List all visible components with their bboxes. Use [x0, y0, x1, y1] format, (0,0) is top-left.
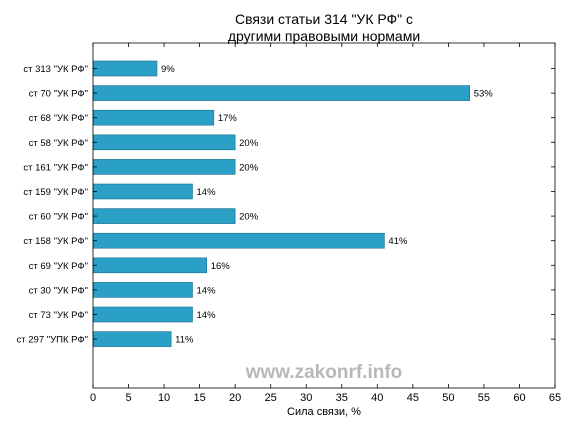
x-tick-label: 60 [513, 392, 525, 404]
bar-value-label: 20% [239, 138, 259, 149]
bar-value-label: 14% [197, 187, 217, 198]
y-tick-label: ст 313 "УК РФ" [23, 64, 88, 75]
x-tick-label: 65 [549, 392, 561, 404]
y-tick-label: ст 68 "УК РФ" [29, 113, 88, 124]
bar [92, 85, 471, 101]
bar [92, 183, 193, 200]
bar-value-label: 11% [175, 335, 194, 346]
bar-value-label: 16% [211, 261, 231, 272]
bar [92, 306, 193, 323]
y-tick-label: ст 297 "УПК РФ" [17, 335, 88, 346]
bar [92, 331, 172, 347]
bar-value-label: 14% [197, 310, 217, 321]
x-ticks: 0 5 10 15 20 25 30 35 40 45 50 55 60 65 [90, 43, 561, 404]
x-tick-label: 30 [300, 392, 312, 404]
plot-frame [92, 42, 556, 389]
x-tick-label: 55 [478, 392, 490, 404]
x-tick-label: 15 [193, 392, 205, 404]
bar-value-label: 14% [197, 285, 217, 296]
chart-title-line-1: Связи статьи 314 "УК РФ" с [235, 11, 413, 27]
bars-group: 9% 53% 17% 20% 20% 14% 20% 41% 16% 14% 14% 11% [92, 60, 494, 347]
x-tick-label: 40 [371, 392, 383, 404]
bar-value-label: 20% [239, 162, 259, 173]
bar [92, 282, 193, 298]
x-tick-label: 50 [442, 392, 454, 404]
y-tick-label: ст 161 "УК РФ" [23, 162, 88, 173]
chart-title-line-2: другими правовыми нормами [228, 28, 420, 44]
y-tick-label: ст 158 "УК РФ" [23, 236, 88, 247]
x-tick-label: 25 [265, 392, 277, 404]
bar-value-label: 9% [161, 64, 175, 75]
x-tick-label: 10 [158, 392, 170, 404]
y-tick-label: ст 73 "УК РФ" [29, 310, 88, 321]
x-tick-label: 5 [125, 392, 131, 404]
bar [92, 257, 208, 274]
bar [92, 109, 215, 126]
x-tick-label: 20 [229, 392, 241, 404]
y-tick-label: ст 60 "УК РФ" [29, 212, 88, 223]
y-ticks: ст 313 "УК РФ" ст 70 "УК РФ" ст 68 "УК РФ"… [17, 64, 555, 346]
bar [92, 159, 236, 175]
bar [92, 60, 158, 77]
x-tick-label: 0 [90, 392, 96, 404]
y-tick-label: ст 159 "УК РФ" [23, 187, 88, 198]
bar-value-label: 20% [239, 212, 259, 223]
y-tick-label: ст 69 "УК РФ" [29, 261, 88, 272]
bar-value-label: 17% [218, 113, 238, 124]
bar [92, 232, 385, 249]
bar [92, 208, 236, 224]
y-tick-label: ст 58 "УК РФ" [29, 138, 88, 149]
bar [92, 134, 236, 151]
bar-value-label: 41% [388, 236, 408, 247]
y-tick-label: ст 30 "УК РФ" [29, 285, 88, 296]
x-tick-label: 35 [336, 392, 348, 404]
x-tick-label: 45 [407, 392, 419, 404]
bar-value-label: 53% [474, 89, 494, 100]
y-tick-label: ст 70 "УК РФ" [29, 89, 88, 100]
x-axis-label: Сила связи, % [287, 406, 361, 418]
watermark-text: www.zakonrf.info [245, 362, 403, 383]
